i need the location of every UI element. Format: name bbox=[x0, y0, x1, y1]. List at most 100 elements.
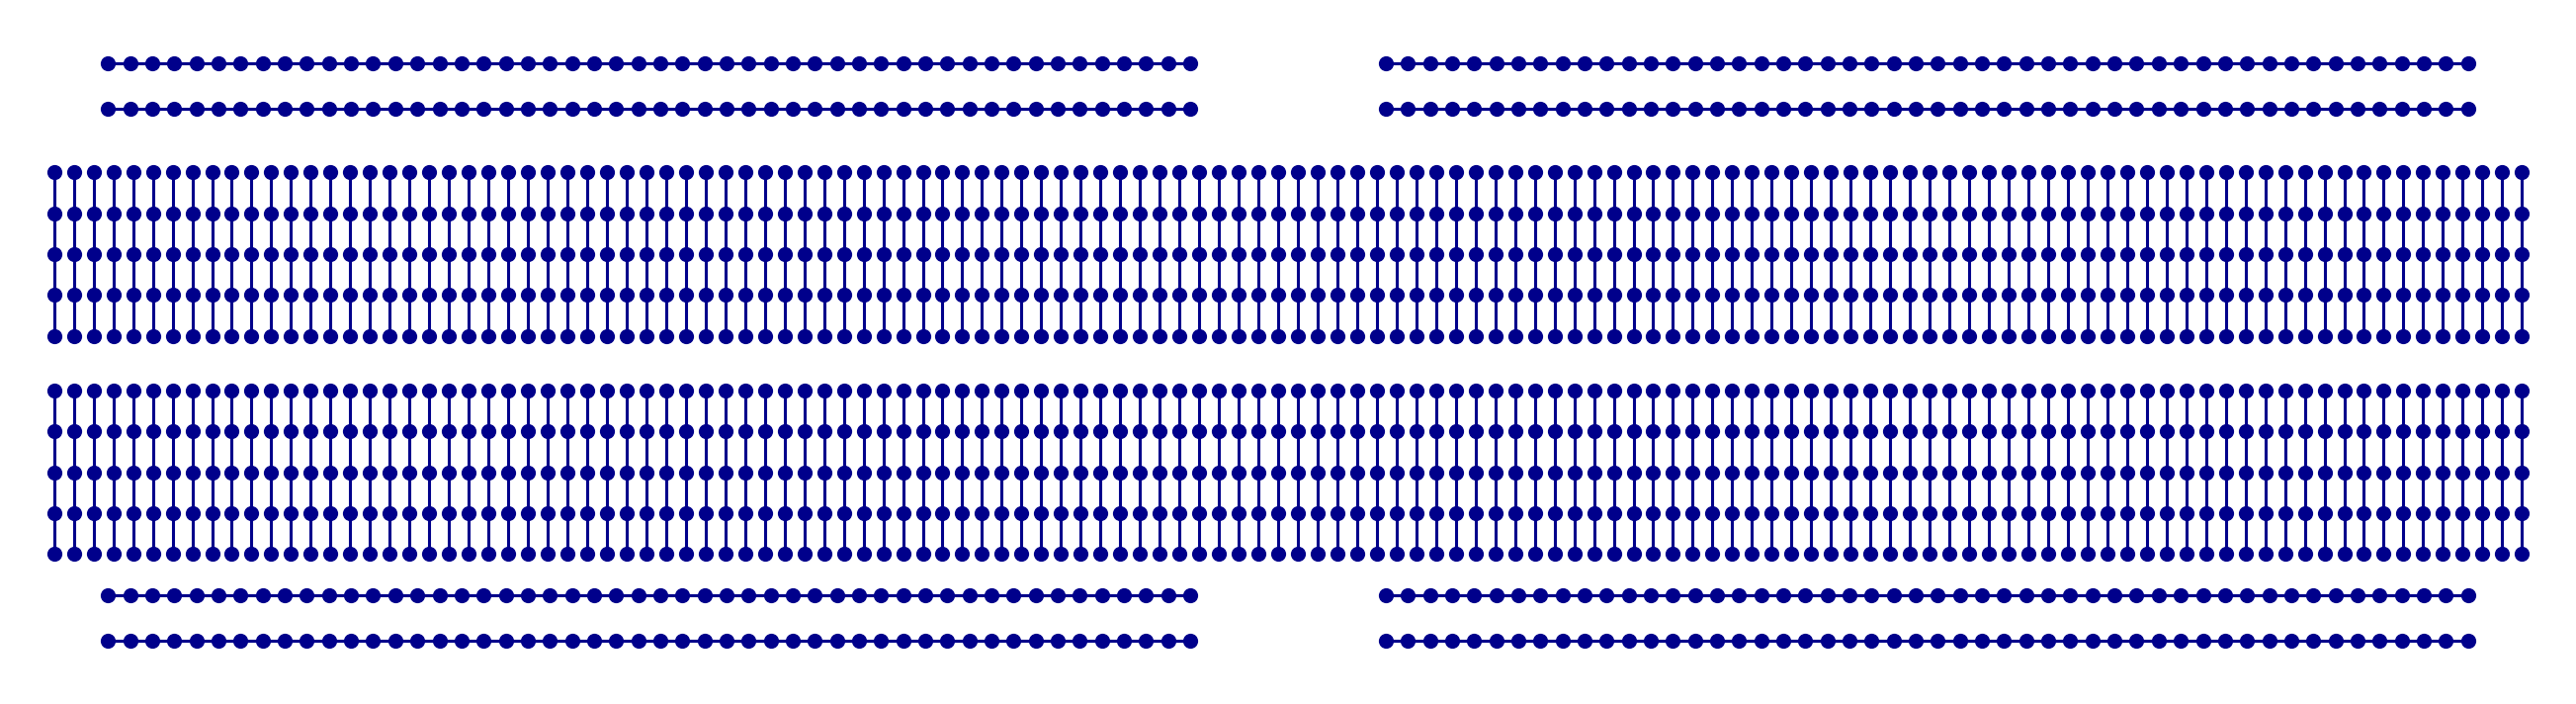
Point bbox=[1770, 467, 1811, 478]
Point bbox=[2205, 385, 2246, 396]
Point bbox=[1239, 289, 1280, 301]
Point bbox=[211, 548, 252, 560]
Point bbox=[93, 385, 134, 396]
Point bbox=[2027, 426, 2069, 437]
Point bbox=[2007, 635, 2048, 646]
Point bbox=[683, 103, 724, 115]
Point bbox=[2125, 548, 2166, 560]
Point bbox=[1515, 548, 1556, 560]
Point bbox=[448, 467, 489, 478]
Point bbox=[626, 467, 667, 478]
Point bbox=[1543, 103, 1584, 115]
Point bbox=[765, 508, 806, 519]
Point bbox=[1376, 289, 1417, 301]
Point bbox=[1473, 289, 1515, 301]
Point bbox=[1870, 330, 1911, 341]
Point bbox=[1337, 249, 1378, 260]
Point bbox=[2442, 548, 2483, 560]
Point bbox=[2007, 508, 2048, 519]
Point bbox=[33, 289, 75, 301]
Point bbox=[1587, 635, 1628, 646]
Point bbox=[198, 635, 240, 646]
Point bbox=[1432, 635, 1473, 646]
Point bbox=[2066, 426, 2107, 437]
Point bbox=[860, 589, 902, 601]
Point bbox=[2007, 467, 2048, 478]
Point bbox=[1592, 385, 1633, 396]
Point bbox=[1633, 167, 1674, 178]
Point bbox=[286, 58, 327, 69]
Point bbox=[2501, 289, 2543, 301]
Point bbox=[2421, 426, 2463, 437]
Point bbox=[1553, 330, 1595, 341]
Point bbox=[219, 103, 260, 115]
Point bbox=[922, 385, 963, 396]
Point bbox=[1651, 508, 1692, 519]
Point bbox=[2481, 467, 2522, 478]
Point bbox=[309, 58, 350, 69]
Point bbox=[155, 103, 196, 115]
Point bbox=[286, 635, 327, 646]
Point bbox=[1960, 589, 2002, 601]
Point bbox=[397, 635, 438, 646]
Point bbox=[1940, 589, 1981, 601]
Point bbox=[1873, 589, 1914, 601]
Point bbox=[175, 635, 216, 646]
Point bbox=[1790, 385, 1832, 396]
Point bbox=[2383, 508, 2424, 519]
Point bbox=[1870, 385, 1911, 396]
Point bbox=[2048, 508, 2089, 519]
Point bbox=[2007, 103, 2048, 115]
Point bbox=[574, 635, 616, 646]
Point bbox=[2087, 167, 2128, 178]
Point bbox=[2501, 330, 2543, 341]
Point bbox=[1613, 289, 1654, 301]
Point bbox=[1574, 426, 1615, 437]
Point bbox=[1909, 508, 1950, 519]
Point bbox=[353, 589, 394, 601]
Point bbox=[291, 208, 332, 219]
Point bbox=[744, 330, 786, 341]
Point bbox=[2166, 289, 2208, 301]
Point bbox=[1731, 385, 1772, 396]
Point bbox=[1257, 508, 1298, 519]
Point bbox=[1020, 208, 1061, 219]
Point bbox=[863, 249, 904, 260]
Point bbox=[2383, 548, 2424, 560]
Point bbox=[1218, 426, 1260, 437]
Point bbox=[1574, 467, 1615, 478]
Point bbox=[1790, 330, 1832, 341]
Point bbox=[1731, 508, 1772, 519]
Point bbox=[1079, 249, 1121, 260]
Point bbox=[1909, 385, 1950, 396]
Point bbox=[270, 289, 312, 301]
Point bbox=[1811, 249, 1852, 260]
Point bbox=[706, 167, 747, 178]
Point bbox=[927, 103, 969, 115]
Point bbox=[1651, 249, 1692, 260]
Point bbox=[2226, 167, 2267, 178]
Point bbox=[546, 548, 587, 560]
Point bbox=[487, 330, 528, 341]
Point bbox=[1672, 467, 1713, 478]
Point bbox=[487, 426, 528, 437]
Point bbox=[1365, 103, 1406, 115]
Point bbox=[410, 426, 451, 437]
Point bbox=[2146, 508, 2187, 519]
Point bbox=[1672, 548, 1713, 560]
Point bbox=[574, 58, 616, 69]
Point bbox=[943, 385, 984, 396]
Point bbox=[729, 635, 770, 646]
Point bbox=[2264, 330, 2306, 341]
Point bbox=[546, 167, 587, 178]
Point bbox=[587, 330, 629, 341]
Point bbox=[309, 548, 350, 560]
Point bbox=[1494, 249, 1535, 260]
Point bbox=[2324, 426, 2365, 437]
Point bbox=[1917, 103, 1958, 115]
Point bbox=[902, 167, 943, 178]
Point bbox=[1692, 330, 1734, 341]
Point bbox=[309, 103, 350, 115]
Point bbox=[1414, 289, 1455, 301]
Point bbox=[1376, 330, 1417, 341]
